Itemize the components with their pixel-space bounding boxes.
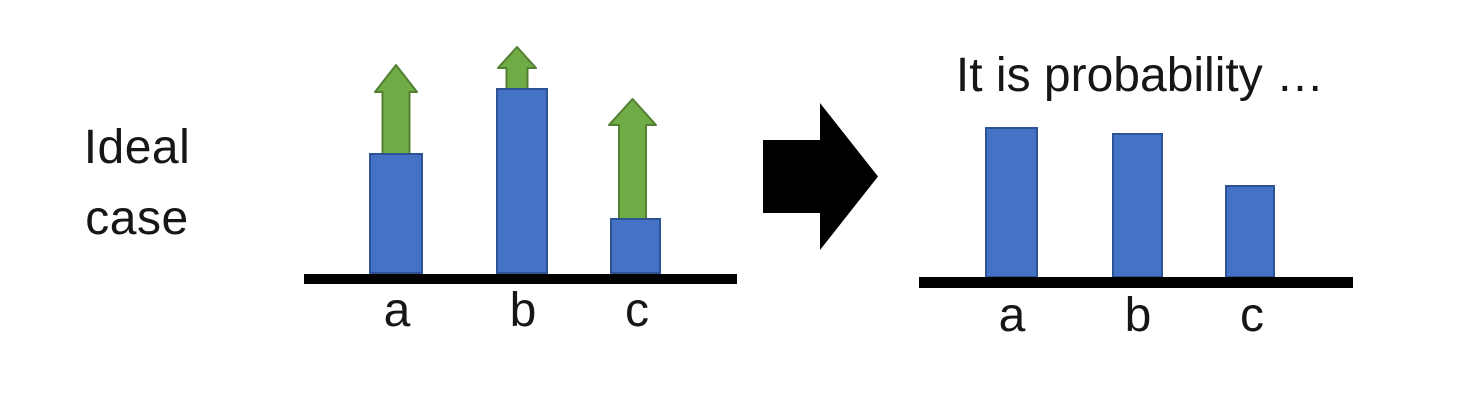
growth-arrow-c-shape	[608, 98, 657, 220]
ideal-case-caption-line2: case	[85, 192, 189, 245]
transform-right-arrow-shape	[763, 103, 878, 250]
probability-bar-c	[1225, 185, 1275, 278]
ideal-chart-baseline	[304, 274, 737, 284]
transform-right-arrow-icon	[763, 103, 878, 250]
growth-arrow-b-icon	[497, 46, 537, 90]
probability-bar-b	[1112, 133, 1163, 278]
ideal-bar-a	[369, 153, 423, 274]
probability-chart-baseline	[919, 277, 1353, 288]
growth-arrow-c-icon	[608, 98, 657, 220]
growth-arrow-a-shape	[374, 64, 418, 156]
probability-label-b: b	[1124, 289, 1152, 342]
ideal-label-b: b	[509, 284, 537, 337]
ideal-label-c: c	[625, 284, 649, 337]
growth-arrow-a-icon	[374, 64, 418, 156]
probability-bar-a	[985, 127, 1038, 278]
ideal-bar-b	[496, 88, 548, 274]
ideal-case-caption: Ideal case	[47, 112, 227, 254]
growth-arrow-b-shape	[497, 46, 537, 90]
ideal-bar-c	[610, 218, 661, 274]
probability-label-c: c	[1240, 289, 1264, 342]
probability-chart-title: It is probability …	[955, 49, 1325, 102]
ideal-case-caption-line1: Ideal	[83, 121, 191, 174]
probability-label-a: a	[998, 289, 1026, 342]
ideal-label-a: a	[383, 284, 411, 337]
